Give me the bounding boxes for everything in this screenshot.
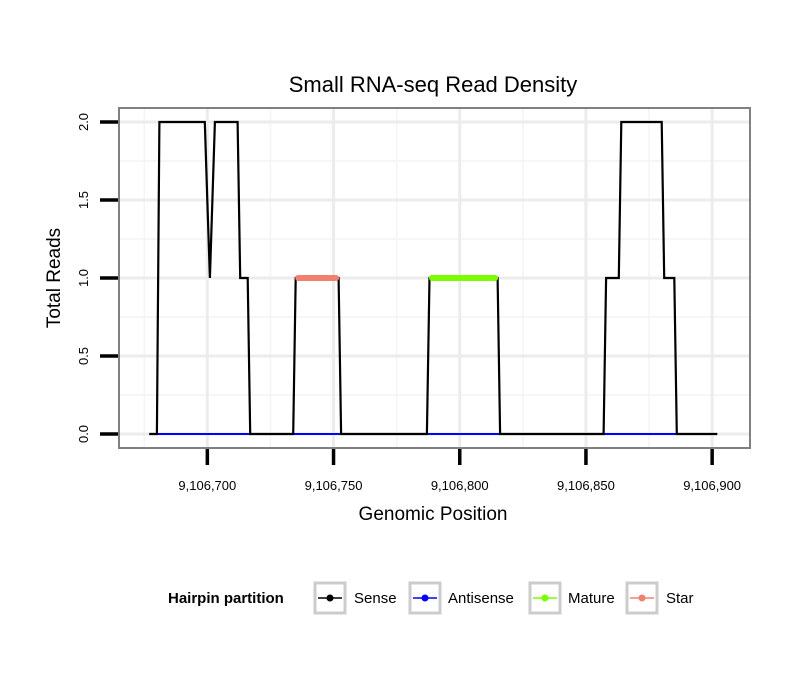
legend-key-dot bbox=[326, 594, 334, 602]
legend-key-dot bbox=[638, 594, 646, 602]
x-tick-label: 9,106,750 bbox=[305, 478, 363, 493]
y-tick-label: 1.0 bbox=[76, 269, 91, 287]
legend-key-dot bbox=[541, 594, 549, 602]
y-axis: 0.0 0.5 1.0 1.5 2.0 bbox=[76, 113, 118, 443]
x-axis: 9,106,700 9,106,750 9,106,800 9,106,850 9,10… bbox=[178, 449, 741, 493]
chart-title: Small RNA-seq Read Density bbox=[289, 72, 578, 97]
legend-label: Mature bbox=[568, 590, 615, 607]
legend-label: Antisense bbox=[448, 590, 514, 607]
y-tick-label: 2.0 bbox=[76, 113, 91, 131]
y-tick-label: 1.5 bbox=[76, 191, 91, 209]
legend: Hairpin partition Sense Antisense Mature St… bbox=[168, 581, 694, 615]
x-tick-label: 9,106,800 bbox=[431, 478, 489, 493]
x-tick-label: 9,106,850 bbox=[557, 478, 615, 493]
x-tick-label: 9,106,900 bbox=[683, 478, 741, 493]
series-layer bbox=[149, 120, 718, 436]
legend-item-antisense: Antisense bbox=[408, 581, 514, 615]
legend-item-sense: Sense bbox=[313, 581, 397, 615]
y-axis-title: Total Reads bbox=[44, 228, 65, 328]
legend-item-star: Star bbox=[625, 581, 694, 615]
legend-title: Hairpin partition bbox=[168, 590, 284, 607]
legend-label: Star bbox=[666, 590, 694, 607]
x-axis-title: Genomic Position bbox=[359, 504, 508, 525]
legend-item-mature: Mature bbox=[528, 581, 615, 615]
y-tick-label: 0.0 bbox=[76, 425, 91, 443]
plot-panel-border bbox=[118, 107, 751, 449]
legend-key-dot bbox=[421, 594, 429, 602]
legend-label: Sense bbox=[354, 590, 397, 607]
y-tick-label: 0.5 bbox=[76, 347, 91, 365]
x-tick-label: 9,106,700 bbox=[178, 478, 236, 493]
